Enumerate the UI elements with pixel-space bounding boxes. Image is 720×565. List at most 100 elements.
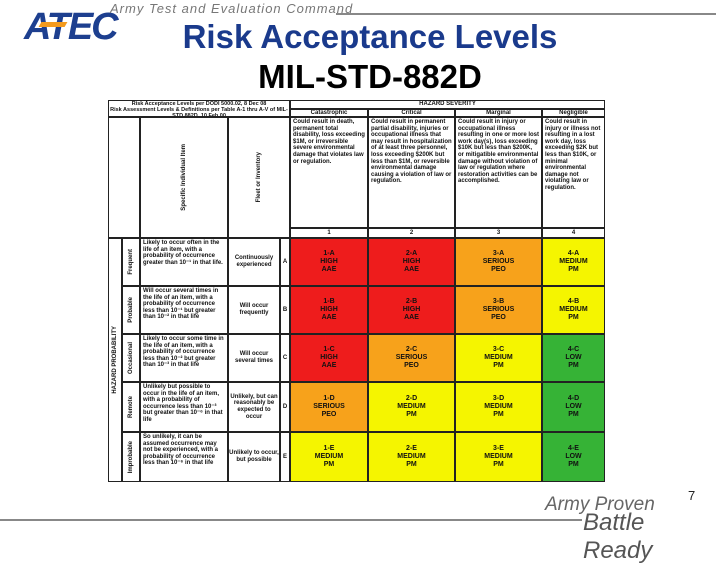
- severity-definition: Could result in injury or occupational i…: [455, 117, 542, 228]
- severity-name-text: Negligible: [559, 109, 588, 116]
- risk-authority: PEO: [404, 362, 419, 369]
- risk-authority: PEO: [321, 411, 337, 418]
- risk-cell: 4-A MEDIUM PM: [542, 238, 605, 286]
- probability-letter-text: D: [282, 403, 288, 410]
- risk-cell: 2-C SERIOUS PEO: [368, 334, 455, 382]
- probability-letter: A: [280, 238, 290, 286]
- item-definition-text: Likely to occur some time in the life of…: [143, 336, 224, 369]
- risk-authority: PEO: [491, 266, 506, 273]
- severity-definition-text: Could result in death, permanent total d…: [293, 119, 365, 165]
- item-definition: Likely to occur some time in the life of…: [140, 334, 228, 382]
- risk-level: LOW: [565, 354, 582, 361]
- item-definition-text: Unlikely but possible to occur in the li…: [143, 384, 223, 423]
- risk-code: 2-A: [405, 250, 418, 257]
- risk-cell: 2-A HIGH AAE: [368, 238, 455, 286]
- probability-letter: E: [280, 432, 290, 482]
- severity-definition-text: Could result in injury or occupational i…: [458, 119, 540, 185]
- risk-level: HIGH: [320, 306, 338, 313]
- footer-rule: [0, 519, 582, 521]
- severity-definition-text: Could result in permanent partial disabi…: [371, 119, 452, 185]
- risk-matrix: Risk Acceptance Levels per DODI 5000.02,…: [108, 100, 605, 482]
- risk-code: 1-B: [323, 298, 335, 305]
- fleet-definition: Unlikely, but can reasonably be expected…: [228, 382, 280, 432]
- header-rule: [336, 13, 716, 15]
- fleet-definition: Unlikely to occur, but possible: [228, 432, 280, 482]
- risk-cell: 2-D MEDIUM PM: [368, 382, 455, 432]
- risk-cell: 1-A HIGH AAE: [290, 238, 368, 286]
- probability-letter-text: C: [282, 354, 288, 361]
- severity-definition: Could result in permanent partial disabi…: [368, 117, 455, 228]
- item-definition-text: So unlikely, it can be assumed occurrenc…: [143, 434, 219, 467]
- risk-authority: AAE: [321, 314, 337, 321]
- risk-code: 3-A: [492, 250, 505, 257]
- probability-name: Remote: [122, 382, 140, 432]
- risk-code: 3-C: [492, 346, 505, 353]
- severity-definition: Could result in death, permanent total d…: [290, 117, 368, 228]
- fleet-definition-text: Continuously experienced: [234, 255, 274, 268]
- risk-cell: 1-B HIGH AAE: [290, 286, 368, 334]
- severity-number-text: 3: [496, 229, 501, 236]
- risk-code: 2-D: [405, 395, 418, 402]
- severity-definition-text: Could result in injury or illness not re…: [545, 119, 601, 191]
- risk-cell: 3-E MEDIUM PM: [455, 432, 542, 482]
- severity-title-text: HAZARD SEVERITY: [419, 101, 476, 108]
- item-definition: Will occur several times in the life of …: [140, 286, 228, 334]
- probability-name: Improbable: [122, 432, 140, 482]
- probability-letter-text: E: [282, 453, 287, 460]
- severity-name: Catastrophic: [290, 109, 368, 117]
- logo: ATEC: [24, 6, 119, 48]
- risk-code: 1-A: [323, 250, 335, 257]
- risk-level: SERIOUS: [482, 258, 515, 265]
- fleet-heading-text: Fleet or Inventory: [255, 152, 262, 203]
- severity-number-text: 2: [409, 229, 414, 236]
- risk-level: HIGH: [402, 306, 421, 313]
- severity-number: 2: [368, 228, 455, 238]
- risk-level: SERIOUS: [313, 403, 345, 410]
- risk-code: 1-D: [323, 395, 335, 402]
- item-definition-text: Likely to occur often in the life of an …: [143, 240, 223, 266]
- probability-name: Probable: [122, 286, 140, 334]
- fleet-definition-text: Will occur frequently: [239, 303, 269, 316]
- item-definition: So unlikely, it can be assumed occurrenc…: [140, 432, 228, 482]
- risk-authority: PM: [406, 461, 417, 468]
- severity-number: 3: [455, 228, 542, 238]
- probability-letter-text: A: [282, 258, 288, 265]
- risk-level: MEDIUM: [397, 453, 426, 460]
- risk-cell: 3-A SERIOUS PEO: [455, 238, 542, 286]
- risk-authority: PM: [493, 411, 504, 418]
- severity-name-text: Catastrophic: [310, 109, 348, 116]
- risk-cell: 3-C MEDIUM PM: [455, 334, 542, 382]
- probability-title-text: HAZARD PROBABILITY: [111, 326, 118, 394]
- risk-cell: 3-B SERIOUS PEO: [455, 286, 542, 334]
- risk-cell: 4-C LOW PM: [542, 334, 605, 382]
- tagline: Battle Ready: [583, 509, 653, 564]
- risk-code: 3-B: [492, 298, 505, 305]
- page-number: 7: [688, 488, 696, 503]
- risk-level: MEDIUM: [559, 306, 588, 313]
- severity-name: Critical: [368, 109, 455, 117]
- risk-code: 4-B: [567, 298, 580, 305]
- risk-level: MEDIUM: [559, 258, 588, 265]
- caption-line: Risk Acceptance Levels per DODI 5000.02,…: [131, 101, 267, 107]
- fleet-definition: Will occur several times: [228, 334, 280, 382]
- probability-name-text: Remote: [127, 395, 134, 418]
- risk-level: MEDIUM: [484, 453, 513, 460]
- blank-cell: [108, 117, 140, 238]
- risk-level: LOW: [565, 403, 582, 410]
- org-name: Army Test and Evaluation Command: [110, 1, 354, 16]
- risk-level: MEDIUM: [484, 354, 513, 361]
- risk-code: 3-D: [492, 395, 505, 402]
- probability-title: HAZARD PROBABILITY: [108, 238, 122, 482]
- risk-cell: 2-E MEDIUM PM: [368, 432, 455, 482]
- probability-letter: B: [280, 286, 290, 334]
- risk-code: 4-D: [567, 395, 580, 402]
- item-definition: Unlikely but possible to occur in the li…: [140, 382, 228, 432]
- risk-code: 2-E: [406, 445, 417, 452]
- probability-name: Frequent: [122, 238, 140, 286]
- caption-line: Risk Assessment Levels & Definitions per…: [110, 107, 288, 117]
- item-definition: Likely to occur often in the life of an …: [140, 238, 228, 286]
- risk-cell: 4-E LOW PM: [542, 432, 605, 482]
- probability-name: Occasional: [122, 334, 140, 382]
- probability-letter: D: [280, 382, 290, 432]
- item-heading-text: Specific Individual Item: [180, 144, 187, 211]
